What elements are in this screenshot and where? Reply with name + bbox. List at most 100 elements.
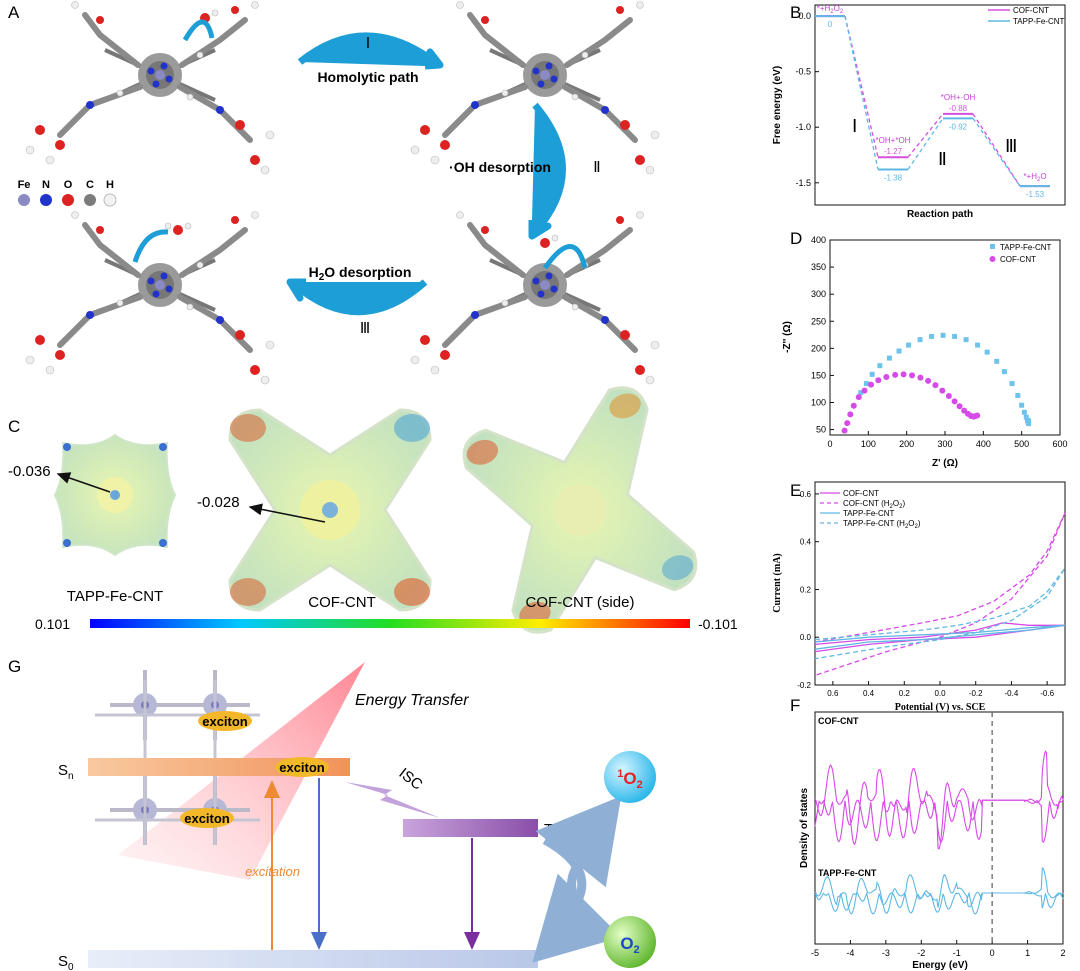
plot-d-point	[994, 358, 1000, 364]
excitation-label: excitation	[245, 864, 300, 879]
plot-e-xtick-label: 0.4	[863, 689, 875, 698]
plot-d-point	[858, 390, 864, 396]
value-mid: -0.028	[197, 494, 240, 511]
plot-e-curve	[814, 567, 1066, 660]
arrow-step-2	[528, 102, 566, 240]
plot-b-connector	[844, 15, 879, 170]
plot-e-xtick-label: -0.6	[1040, 689, 1054, 698]
plot-d-point	[900, 371, 907, 378]
plot-d-xtick-label: 600	[1052, 439, 1067, 449]
plot-e-xtick-label: 0.6	[827, 689, 839, 698]
small-arrow-state-4	[542, 244, 588, 270]
panel-letter-d: D	[790, 229, 802, 248]
atom-ball-n	[40, 194, 52, 206]
plot-d-point	[932, 382, 939, 389]
color-scale-min: 0.101	[35, 616, 70, 632]
plot-f-xtick-label: 2	[1060, 948, 1065, 958]
plot-d-xtick-label: 0	[827, 439, 832, 449]
plot-d-point	[940, 332, 946, 338]
oxygen-ball	[604, 916, 656, 968]
molecule-state-1	[26, 2, 274, 175]
plot-b-state-label: *+H2O	[1023, 172, 1046, 183]
panel-d: D 0 100 200 300 400 500 600 50 100 150 200 250 300 35…	[782, 229, 1068, 469]
plot-d-ytick-label: 400	[811, 235, 826, 245]
plot-d-point	[975, 342, 981, 348]
isc-bolt	[345, 782, 440, 818]
plot-d-point	[963, 337, 969, 343]
plot-b-ytick-label: -1.0	[795, 122, 811, 132]
exciton-1	[198, 711, 252, 731]
plot-d-points	[841, 332, 1032, 434]
plot-b-state-label: *OH+·OH	[941, 93, 976, 102]
exciton-2	[275, 757, 329, 777]
color-scale-bar	[90, 619, 690, 628]
plot-e-legend-1: COF-CNT	[843, 489, 879, 498]
plot-b-ylabel: Free energy (eV)	[772, 66, 783, 144]
plot-b-step-1: Ⅰ	[852, 116, 857, 136]
exciton-label-2: exciton	[279, 760, 325, 775]
label-cof-cnt: COF-CNT	[308, 594, 376, 611]
panel-a: A Ⅰ Homolytic path ·OH desorption Ⅱ H2O …	[8, 2, 659, 385]
plot-b-value-label: -0.92	[949, 122, 968, 131]
plot-d-point	[984, 349, 990, 355]
plot-d-ytick-label: 50	[816, 425, 826, 435]
plot-d-point	[925, 377, 932, 384]
plot-b-step-2: Ⅱ	[938, 149, 947, 169]
oxygen-label: O2	[620, 934, 639, 956]
plot-d-point	[929, 333, 935, 339]
plot-b-value-label: -1.38	[884, 173, 903, 182]
plot-b-connector	[972, 113, 1021, 187]
plot-f-series-1-label: COF-CNT	[818, 716, 859, 726]
plot-e-xtick-label: -0.2	[969, 689, 983, 698]
plot-d-point	[869, 371, 875, 377]
plot-b-connector	[907, 117, 944, 170]
plot-d-xtick-label: 100	[861, 439, 876, 449]
plot-d-point	[917, 337, 923, 343]
atom-ball-c	[84, 194, 96, 206]
step3-numeral: Ⅲ	[360, 321, 370, 337]
panel-letter-b: B	[790, 3, 801, 22]
panel-e: E 0.6 0.4 0.2 0.0 -0.2 -0.4 -0.6 0.6 0.4 0.2 0.0 -0…	[772, 481, 1066, 713]
plot-f-xtick-label: -3	[882, 948, 890, 958]
label-cof-cnt-side: COF-CNT (side)	[526, 594, 635, 611]
plot-e-xtick-label: -0.4	[1005, 689, 1019, 698]
plot-f-xtick-label: 1	[1025, 948, 1030, 958]
atom-legend-n: N	[42, 179, 50, 191]
panel-letter-f: F	[790, 696, 800, 715]
s0-label: S0	[58, 953, 74, 971]
plot-d-xtick-label: 300	[937, 439, 952, 449]
exciton-label-1: exciton	[202, 714, 248, 729]
plot-d-xtick-label: 500	[1014, 439, 1029, 449]
atom-legend: Fe N O C H	[18, 179, 117, 207]
plot-b-ytick-label: -1.5	[795, 178, 811, 188]
plot-d-ytick-label: 200	[811, 343, 826, 353]
plot-d-point	[1009, 381, 1015, 387]
plot-d-axes: 0 100 200 300 400 500 600 50 100 150 200 250 300 350 4…	[811, 235, 1068, 449]
atom-legend-c: C	[86, 179, 94, 191]
plot-d-point	[861, 387, 868, 394]
step2-numeral: Ⅱ	[593, 160, 600, 176]
plot-d-ylabel: -Z'' (Ω)	[782, 321, 793, 353]
panel-letter-c: C	[8, 417, 20, 436]
panel-letter-g: G	[8, 657, 21, 676]
plot-b-ytick-label: -0.5	[795, 67, 811, 77]
plot-d-point	[875, 377, 882, 384]
plot-d-ytick-label: 150	[811, 370, 826, 380]
plot-f-xlabel: Energy (eV)	[912, 960, 968, 971]
plot-d-point	[952, 333, 958, 339]
plot-f-xtick-label: -5	[811, 948, 819, 958]
small-arrow-state-1	[182, 19, 215, 42]
plot-e-axes: 0.6 0.4 0.2 0.0 -0.2 -0.4 -0.6 0.6 0.4 0.2 0.0 -0.2	[797, 490, 1054, 698]
plot-b-legend-1: COF-CNT	[1013, 6, 1049, 15]
exciton-3	[180, 808, 234, 828]
plot-d-point	[896, 348, 902, 354]
plot-b-value-label: -1.53	[1026, 190, 1045, 199]
energy-transfer-label: Energy Transfer	[355, 692, 469, 709]
plot-d-xtick-label: 400	[976, 439, 991, 449]
plot-f-xtick-label: 0	[990, 948, 995, 958]
plot-d-point	[974, 412, 981, 419]
plot-d-ytick-label: 350	[811, 262, 826, 272]
plot-d-point	[892, 371, 899, 378]
plot-f-dos-down	[814, 891, 1064, 915]
